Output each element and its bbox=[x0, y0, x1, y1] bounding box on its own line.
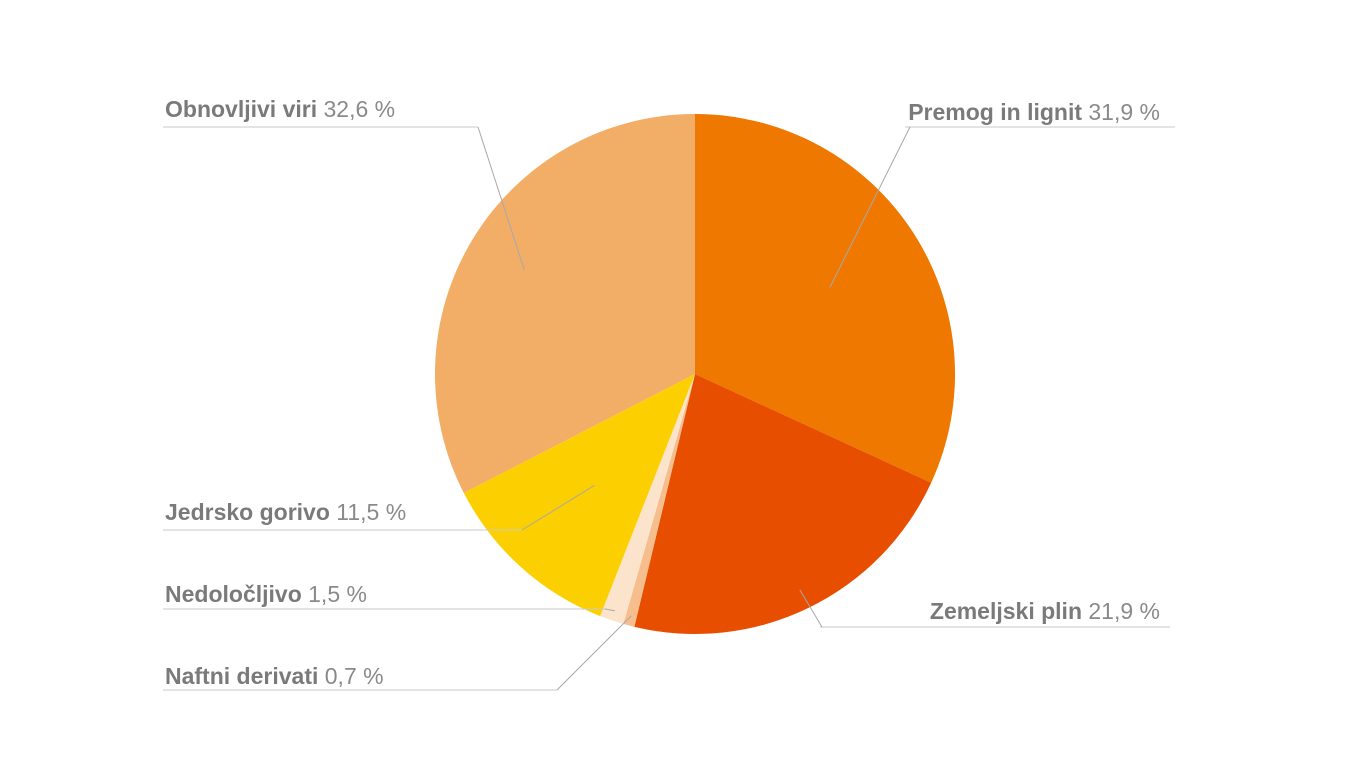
slice-label-value: 32,6 % bbox=[317, 96, 395, 122]
slice-label-value: 21,9 % bbox=[1082, 598, 1160, 624]
slice-label-jedrsko-gorivo: Jedrsko gorivo 11,5 % bbox=[165, 499, 406, 525]
slice-label-value: 11,5 % bbox=[330, 499, 406, 525]
slice-nedolocljivo bbox=[600, 374, 695, 624]
leader-line-naftni-derivati bbox=[556, 615, 632, 691]
slice-naftni-derivati bbox=[623, 374, 695, 627]
slice-obnovljivi-viri bbox=[434, 114, 695, 494]
leader-lines bbox=[163, 126, 1175, 691]
leader-line-nedolocljivo bbox=[604, 608, 615, 612]
leader-line-premog-in-lignit bbox=[829, 126, 911, 288]
leader-line-obnovljivi-viri bbox=[477, 126, 525, 271]
slice-label-nedolocljivo: Nedoločljivo 1,5 % bbox=[165, 581, 367, 607]
slice-label-obnovljivi-viri: Obnovljivi viri 32,6 % bbox=[165, 96, 395, 122]
slice-label-zemeljski-plin: Zemeljski plin 21,9 % bbox=[930, 598, 1160, 624]
slice-label-value: 31,9 % bbox=[1082, 99, 1160, 125]
slice-label-name: Nedoločljivo bbox=[165, 581, 302, 607]
leader-line-zemeljski-plin bbox=[799, 589, 823, 628]
slice-label-name: Premog in lignit bbox=[908, 99, 1082, 125]
slice-label-name: Naftni derivati bbox=[165, 663, 318, 689]
slice-labels: Premog in lignit 31,9 % Zemeljski plin 21… bbox=[165, 96, 1160, 689]
slice-label-name: Zemeljski plin bbox=[930, 598, 1082, 624]
leader-line-jedrsko-gorivo bbox=[521, 484, 595, 531]
slice-label-premog-in-lignit: Premog in lignit 31,9 % bbox=[908, 99, 1160, 125]
slice-label-name: Jedrsko gorivo bbox=[165, 499, 330, 525]
slice-premog-in-lignit bbox=[695, 114, 956, 483]
slice-label-naftni-derivati: Naftni derivati 0,7 % bbox=[165, 663, 384, 689]
slice-label-name: Obnovljivi viri bbox=[165, 96, 317, 122]
slice-zemeljski-plin bbox=[634, 374, 932, 634]
slice-label-value: 0,7 % bbox=[318, 663, 383, 689]
slice-label-value: 1,5 % bbox=[302, 581, 367, 607]
